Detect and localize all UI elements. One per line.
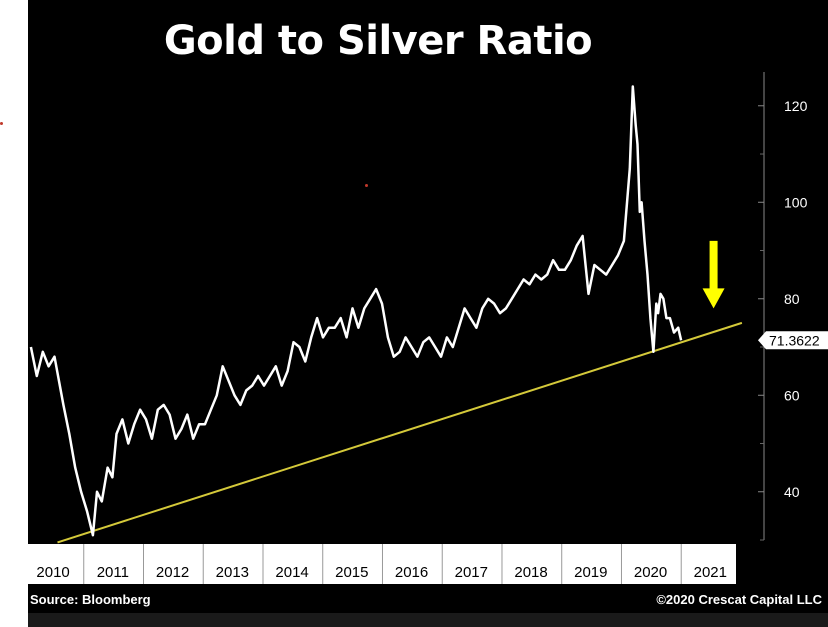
footer-bar — [28, 585, 828, 613]
arrow-shaft — [709, 240, 718, 291]
x-tick-label: 2019 — [574, 564, 607, 581]
artifact-dot — [0, 122, 3, 125]
x-tick-label: 2011 — [97, 564, 129, 581]
x-tick-label: 2014 — [275, 564, 308, 581]
series-line — [29, 85, 683, 537]
x-tick-label: 2010 — [36, 564, 69, 581]
copyright-label: ©2020 Crescat Capital LLC — [656, 592, 822, 607]
x-tick-label: 2015 — [335, 564, 368, 581]
last-value-group: 71.3622 — [758, 331, 828, 350]
source-label: Source: Bloomberg — [30, 592, 151, 607]
y-tick-label: 60 — [784, 387, 800, 403]
x-tick-label: 2020 — [634, 564, 667, 581]
y-axis-ticks: 40 60 80 100 120 — [758, 98, 808, 541]
arrow-group — [702, 240, 725, 309]
y-tick-label: 80 — [784, 291, 800, 307]
trendline — [57, 321, 743, 544]
last-value-box — [758, 331, 828, 350]
y-tick-label: 40 — [784, 484, 800, 500]
chart-title: Gold to Silver Ratio — [163, 18, 593, 64]
x-axis: 2010 2011 2012 2013 2014 2015 2016 2017 2018 2019… — [28, 544, 736, 584]
x-tick-label: 2012 — [156, 564, 189, 581]
chart-panel — [28, 0, 828, 627]
series-group — [29, 85, 683, 537]
x-tick-label: 2021 — [694, 564, 727, 581]
x-tick-label: 2016 — [395, 564, 428, 581]
last-value-label: 71.3622 — [769, 332, 820, 348]
trendline-group — [57, 321, 743, 544]
y-tick-label: 120 — [784, 98, 808, 114]
bottom-strip — [28, 613, 828, 627]
y-tick-label: 100 — [784, 194, 808, 210]
arrow-head — [702, 288, 725, 309]
x-tick-label: 2018 — [514, 564, 547, 581]
x-tick-label: 2017 — [455, 564, 488, 581]
x-tick-label: 2013 — [216, 564, 249, 581]
artifact-dot — [365, 184, 368, 187]
